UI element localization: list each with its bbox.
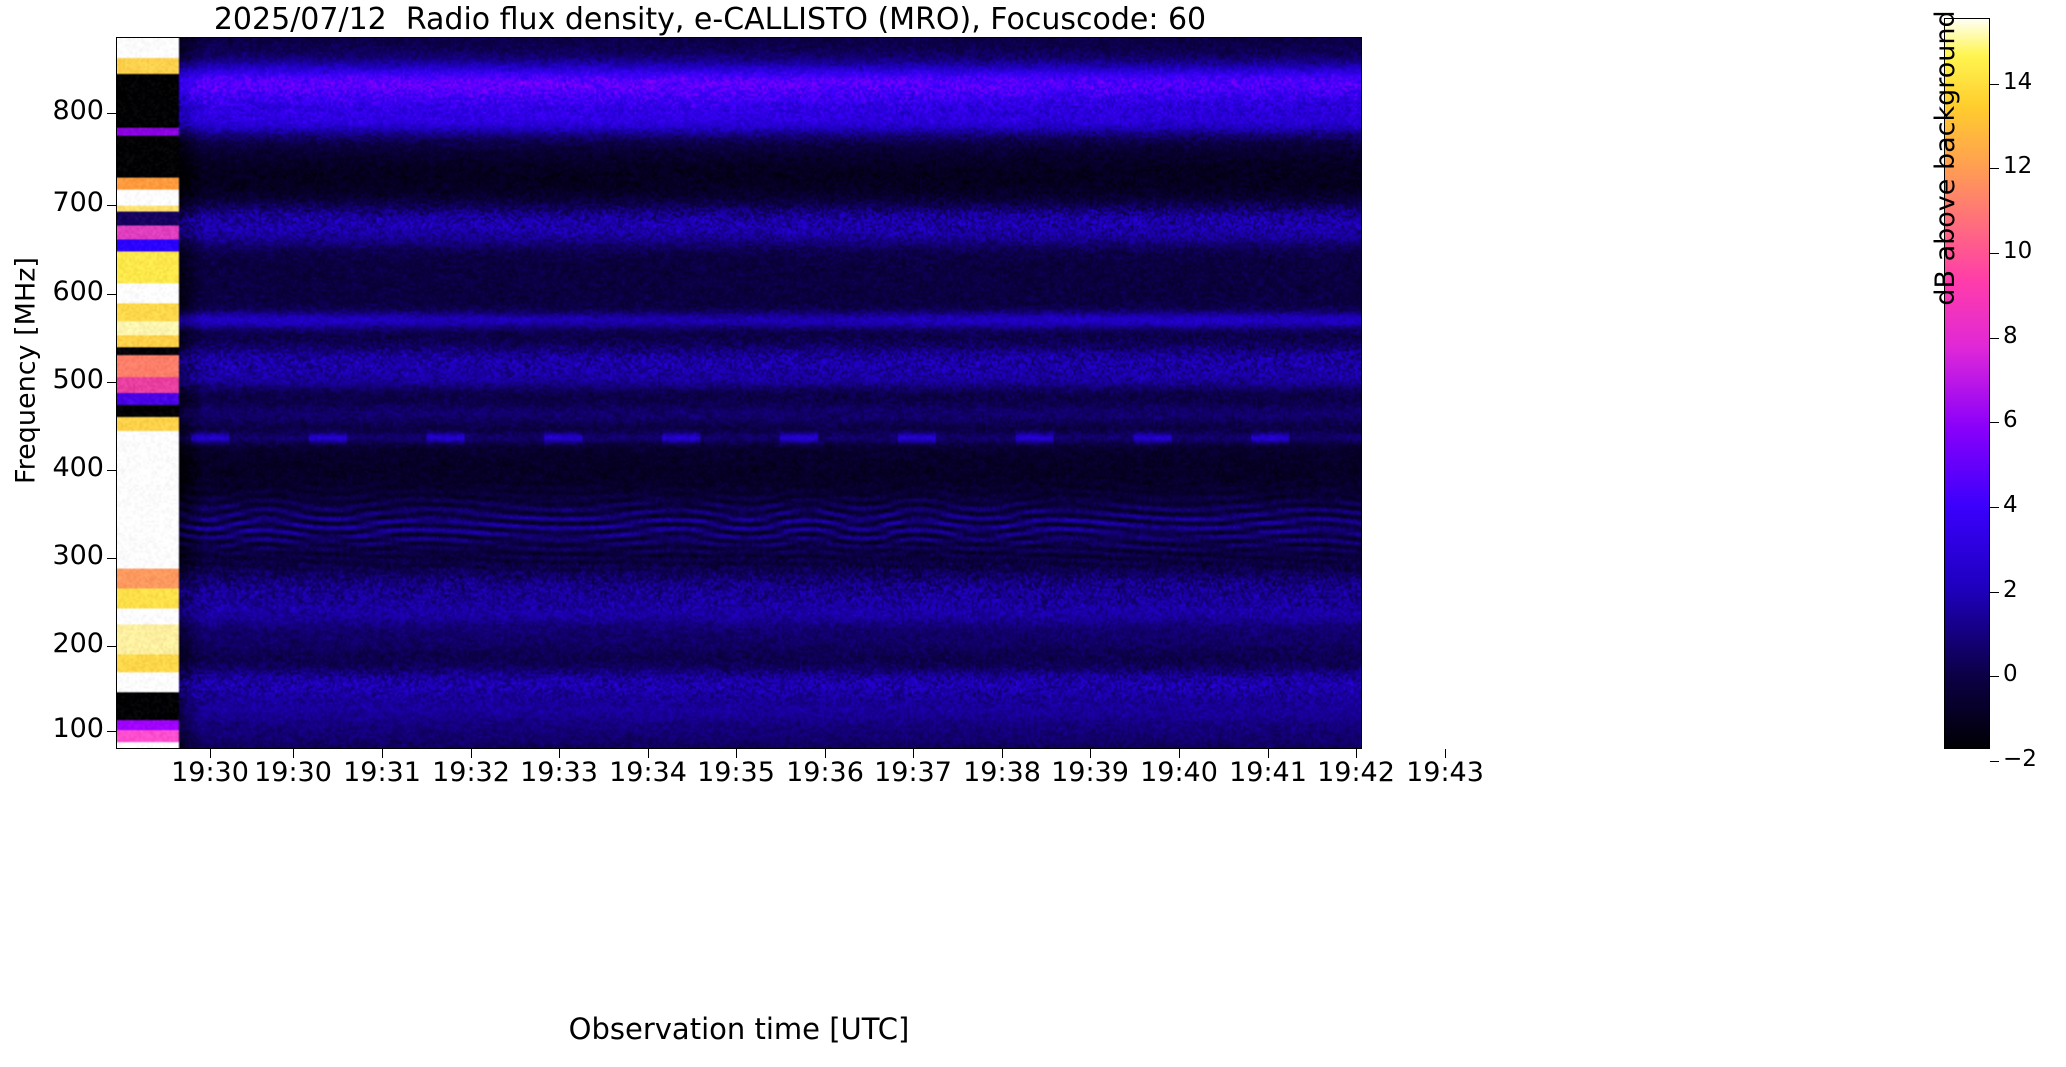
colorbar-tick-mark: [1990, 592, 1999, 594]
x-tick-mark: [913, 749, 915, 758]
y-tick-mark: [107, 470, 116, 472]
x-tick-label: 19:42: [1317, 757, 1395, 788]
x-tick-mark: [1179, 749, 1181, 758]
colorbar-tick-label: 4: [2003, 492, 2018, 518]
x-tick-mark: [1268, 749, 1270, 758]
y-tick-label: 600: [52, 276, 104, 307]
x-tick-mark: [1356, 749, 1358, 758]
x-tick-label: 19:30: [171, 757, 249, 788]
y-tick-mark: [107, 294, 116, 296]
y-tick-label: 700: [52, 187, 104, 218]
x-tick-label: 19:30: [254, 757, 332, 788]
x-tick-mark: [1002, 749, 1004, 758]
colorbar[interactable]: [1944, 18, 1990, 749]
y-tick-label: 100: [52, 713, 104, 744]
colorbar-tick-label: 10: [2003, 238, 2033, 264]
x-tick-label: 19:33: [520, 757, 598, 788]
colorbar-tick-label: 12: [2003, 153, 2033, 179]
y-tick-label: 300: [52, 540, 104, 571]
x-tick-mark: [1090, 749, 1092, 758]
colorbar-tick-label: 6: [2003, 407, 2018, 433]
y-tick-mark: [107, 205, 116, 207]
colorbar-tick-mark: [1990, 761, 1999, 763]
x-tick-label: 19:39: [1051, 757, 1129, 788]
x-tick-mark: [210, 749, 212, 758]
x-tick-label: 19:41: [1229, 757, 1307, 788]
y-tick-mark: [107, 731, 116, 733]
y-tick-mark: [107, 382, 116, 384]
x-tick-label: 19:40: [1140, 757, 1218, 788]
x-tick-label: 19:31: [343, 757, 421, 788]
colorbar-tick-mark: [1990, 507, 1999, 509]
x-tick-mark: [559, 749, 561, 758]
y-tick-mark: [107, 646, 116, 648]
x-tick-label: 19:36: [786, 757, 864, 788]
x-tick-mark: [382, 749, 384, 758]
colorbar-tick-mark: [1990, 422, 1999, 424]
x-tick-mark: [736, 749, 738, 758]
y-tick-label: 500: [52, 364, 104, 395]
y-tick-mark: [107, 113, 116, 115]
colorbar-tick-label: 14: [2003, 69, 2033, 95]
colorbar-tick-label: 2: [2003, 577, 2018, 603]
colorbar-tick-mark: [1990, 253, 1999, 255]
x-tick-label: 19:35: [697, 757, 775, 788]
x-tick-label: 19:43: [1406, 757, 1484, 788]
colorbar-tick-mark: [1990, 84, 1999, 86]
colorbar-tick-mark: [1990, 168, 1999, 170]
colorbar-label: dB above background: [1930, 10, 1961, 306]
colorbar-tick-label: 8: [2003, 323, 2018, 349]
colorbar-tick-label: 0: [2003, 661, 2018, 687]
spectrogram-axes[interactable]: [116, 37, 1362, 749]
colorbar-tick-mark: [1990, 676, 1999, 678]
x-tick-mark: [825, 749, 827, 758]
y-tick-label: 400: [52, 452, 104, 483]
x-tick-label: 19:34: [609, 757, 687, 788]
colorbar-tick-mark: [1990, 338, 1999, 340]
page-title: 2025/07/12 Radio flux density, e-CALLIST…: [213, 2, 1207, 37]
x-axis-label: Observation time [UTC]: [568, 1012, 910, 1046]
y-tick-label: 200: [52, 628, 104, 659]
y-tick-mark: [107, 558, 116, 560]
x-tick-mark: [471, 749, 473, 758]
colorbar-tick-label: −2: [2003, 746, 2037, 772]
x-tick-label: 19:37: [874, 757, 952, 788]
y-tick-label: 800: [52, 95, 104, 126]
x-tick-label: 19:38: [963, 757, 1041, 788]
x-tick-mark: [648, 749, 650, 758]
colorbar-gradient: [1945, 19, 1989, 748]
x-tick-label: 19:32: [432, 757, 510, 788]
x-tick-mark: [293, 749, 295, 758]
x-tick-mark: [1445, 749, 1447, 758]
spectrogram-image: [117, 38, 1361, 748]
